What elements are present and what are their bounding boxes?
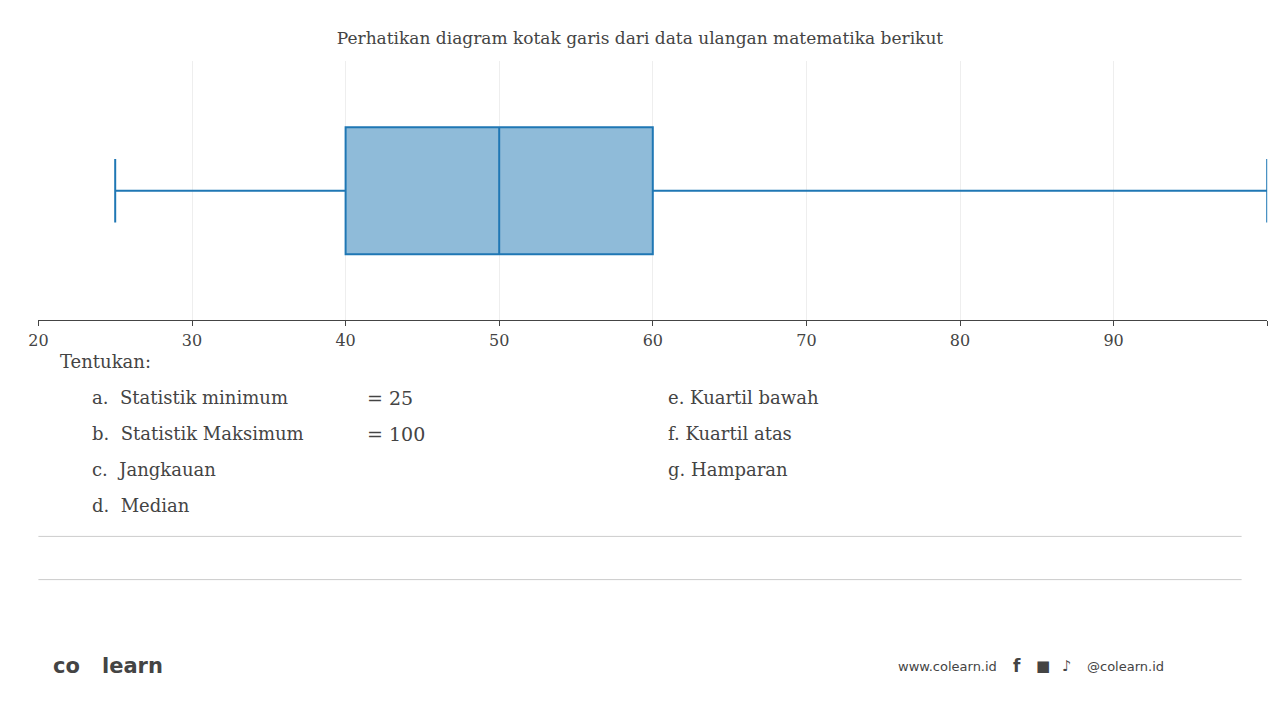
svg-text:■: ■: [1036, 657, 1050, 675]
svg-text:c. Jangkauan: c. Jangkauan: [92, 459, 216, 480]
svg-text:Tentukan:: Tentukan:: [60, 351, 151, 372]
svg-text:f: f: [1013, 656, 1021, 676]
svg-text:@colearn.id: @colearn.id: [1087, 659, 1164, 674]
svg-text:a. Statistik minimum: a. Statistik minimum: [92, 387, 288, 408]
svg-text:70: 70: [796, 331, 816, 350]
svg-text:learn: learn: [102, 654, 163, 678]
svg-text:30: 30: [182, 331, 202, 350]
svg-text:g. Hamparan: g. Hamparan: [668, 459, 788, 480]
svg-text:20: 20: [28, 331, 48, 350]
svg-text:60: 60: [643, 331, 663, 350]
svg-text:♪: ♪: [1062, 657, 1072, 675]
svg-text:80: 80: [950, 331, 970, 350]
svg-text:b. Statistik Maksimum: b. Statistik Maksimum: [92, 423, 304, 444]
svg-text:= 25: = 25: [367, 387, 413, 409]
svg-text:40: 40: [335, 331, 355, 350]
svg-text:Perhatikan diagram kotak garis: Perhatikan diagram kotak garis dari data…: [337, 28, 944, 48]
svg-text:www.colearn.id: www.colearn.id: [898, 659, 997, 674]
svg-text:e. Kuartil bawah: e. Kuartil bawah: [668, 387, 819, 408]
svg-text:= 100: = 100: [367, 423, 425, 445]
svg-text:co: co: [53, 654, 80, 678]
svg-text:d. Median: d. Median: [92, 495, 190, 516]
svg-text:50: 50: [489, 331, 509, 350]
svg-text:90: 90: [1103, 331, 1123, 350]
svg-text:f. Kuartil atas: f. Kuartil atas: [668, 423, 792, 444]
